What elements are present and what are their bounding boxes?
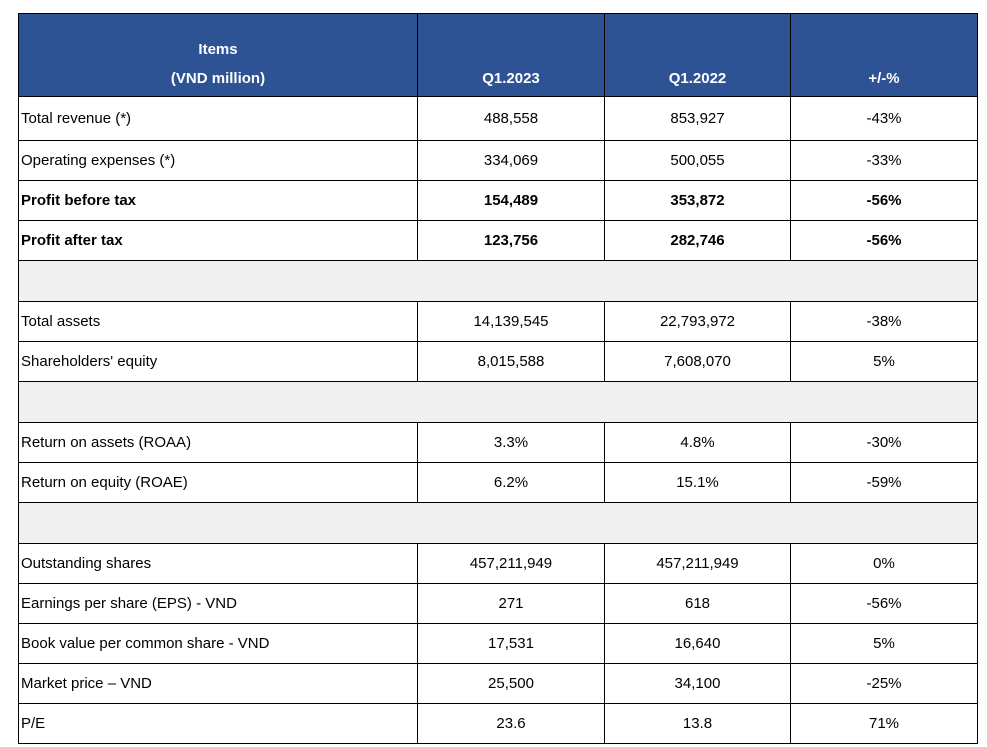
value-q1-2023: 14,139,545 [417,301,605,342]
value-q1-2022: 353,872 [604,180,791,221]
table-row: Total assets 14,139,545 22,793,972 -38% [18,301,978,342]
value-q1-2022: 282,746 [604,220,791,261]
row-label: Outstanding shares [18,543,418,584]
table-row: Earnings per share (EPS) - VND 271 618 -56% [18,583,978,624]
row-label: Market price – VND [18,663,418,704]
row-label: Operating expenses (*) [18,140,418,181]
value-change: 5% [790,341,978,382]
table-row: Return on equity (ROAE) 6.2% 15.1% -59% [18,462,978,503]
row-label: Return on equity (ROAE) [18,462,418,503]
spacer-row [18,502,978,544]
value-q1-2022: 4.8% [604,422,791,463]
row-label: Earnings per share (EPS) - VND [18,583,418,624]
value-q1-2022: 500,055 [604,140,791,181]
value-q1-2022: 853,927 [604,96,791,141]
value-change: 0% [790,543,978,584]
value-change: -25% [790,663,978,704]
financial-summary-table: Items (VND million) Q1.2023 Q1.2022 +/-%… [18,13,978,744]
value-q1-2023: 25,500 [417,663,605,704]
table-row: Outstanding shares 457,211,949 457,211,949… [18,543,978,584]
value-q1-2023: 154,489 [417,180,605,221]
header-items: Items (VND million) [18,13,418,97]
row-label: Profit before tax [18,180,418,221]
value-q1-2022: 457,211,949 [604,543,791,584]
value-q1-2023: 123,756 [417,220,605,261]
table-row: Return on assets (ROAA) 3.3% 4.8% -30% [18,422,978,463]
value-q1-2023: 271 [417,583,605,624]
table-row: Total revenue (*) 488,558 853,927 -43% [18,96,978,141]
row-label: Profit after tax [18,220,418,261]
value-change: -56% [790,180,978,221]
table-row: Profit after tax 123,756 282,746 -56% [18,220,978,261]
value-q1-2023: 334,069 [417,140,605,181]
row-label: P/E [18,703,418,744]
value-q1-2022: 16,640 [604,623,791,664]
value-change: -56% [790,220,978,261]
header-row: Items (VND million) Q1.2023 Q1.2022 +/-% [18,13,978,97]
row-label: Shareholders' equity [18,341,418,382]
table-row: Book value per common share - VND 17,531 1… [18,623,978,664]
table-row: Market price – VND 25,500 34,100 -25% [18,663,978,704]
spacer-row [18,381,978,423]
value-change: -56% [790,583,978,624]
row-label: Return on assets (ROAA) [18,422,418,463]
row-label: Book value per common share - VND [18,623,418,664]
value-q1-2022: 7,608,070 [604,341,791,382]
value-q1-2023: 457,211,949 [417,543,605,584]
table-row: Profit before tax 154,489 353,872 -56% [18,180,978,221]
value-change: -43% [790,96,978,141]
value-change: 71% [790,703,978,744]
row-label: Total revenue (*) [18,96,418,141]
spacer-cell [18,502,978,544]
value-change: -30% [790,422,978,463]
table-row: P/E 23.6 13.8 71% [18,703,978,744]
value-q1-2022: 34,100 [604,663,791,704]
table-row: Operating expenses (*) 334,069 500,055 -33% [18,140,978,181]
value-q1-2022: 13.8 [604,703,791,744]
value-q1-2023: 23.6 [417,703,605,744]
header-q1-2022: Q1.2022 [604,13,791,97]
value-change: -33% [790,140,978,181]
header-change: +/-% [790,13,978,97]
header-q1-2023: Q1.2023 [417,13,605,97]
value-q1-2023: 17,531 [417,623,605,664]
value-q1-2022: 22,793,972 [604,301,791,342]
table-row: Shareholders' equity 8,015,588 7,608,070 5% [18,341,978,382]
header-items-title: Items [198,41,238,58]
spacer-cell [18,381,978,423]
spacer-row [18,260,978,302]
value-change: -59% [790,462,978,503]
value-change: -38% [790,301,978,342]
value-q1-2023: 3.3% [417,422,605,463]
value-q1-2023: 488,558 [417,96,605,141]
header-items-unit: (VND million) [170,70,266,87]
value-q1-2022: 15.1% [604,462,791,503]
value-q1-2022: 618 [604,583,791,624]
value-q1-2023: 8,015,588 [417,341,605,382]
value-change: 5% [790,623,978,664]
spacer-cell [18,260,978,302]
row-label: Total assets [18,301,418,342]
value-q1-2023: 6.2% [417,462,605,503]
